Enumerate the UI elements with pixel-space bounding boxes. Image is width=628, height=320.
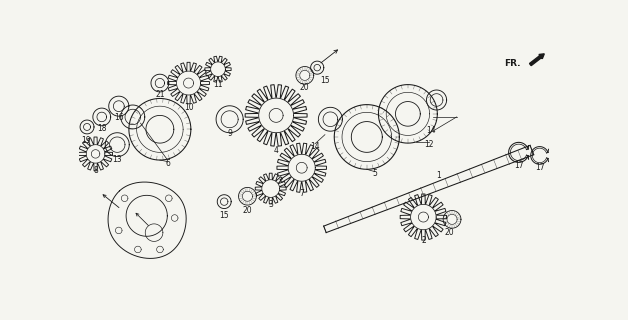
Text: 10: 10 [184,103,193,112]
Text: 20: 20 [300,83,310,92]
Text: 3: 3 [268,200,273,209]
Text: 18: 18 [97,124,107,133]
Text: 17: 17 [514,161,524,170]
Text: 4: 4 [274,146,279,155]
Text: 8: 8 [93,166,98,175]
Text: FR.: FR. [504,59,521,68]
Text: 1: 1 [436,171,441,180]
Text: 11: 11 [214,80,223,89]
Text: 20: 20 [242,206,252,215]
Text: 20: 20 [444,228,454,237]
Text: 9: 9 [227,129,232,138]
Text: 21: 21 [155,90,165,99]
Text: 5: 5 [372,169,377,178]
Text: 2: 2 [421,236,426,245]
Text: 15: 15 [219,211,229,220]
FancyArrow shape [529,54,544,66]
Text: 12: 12 [424,140,433,149]
Text: 7: 7 [300,189,304,198]
Text: 14: 14 [426,126,436,135]
Text: 14: 14 [310,142,320,151]
Text: 15: 15 [320,76,330,85]
Text: 17: 17 [535,163,544,172]
Text: 13: 13 [112,155,122,164]
Text: 19: 19 [82,136,91,145]
Text: 6: 6 [165,159,170,168]
Text: 16: 16 [114,113,124,122]
